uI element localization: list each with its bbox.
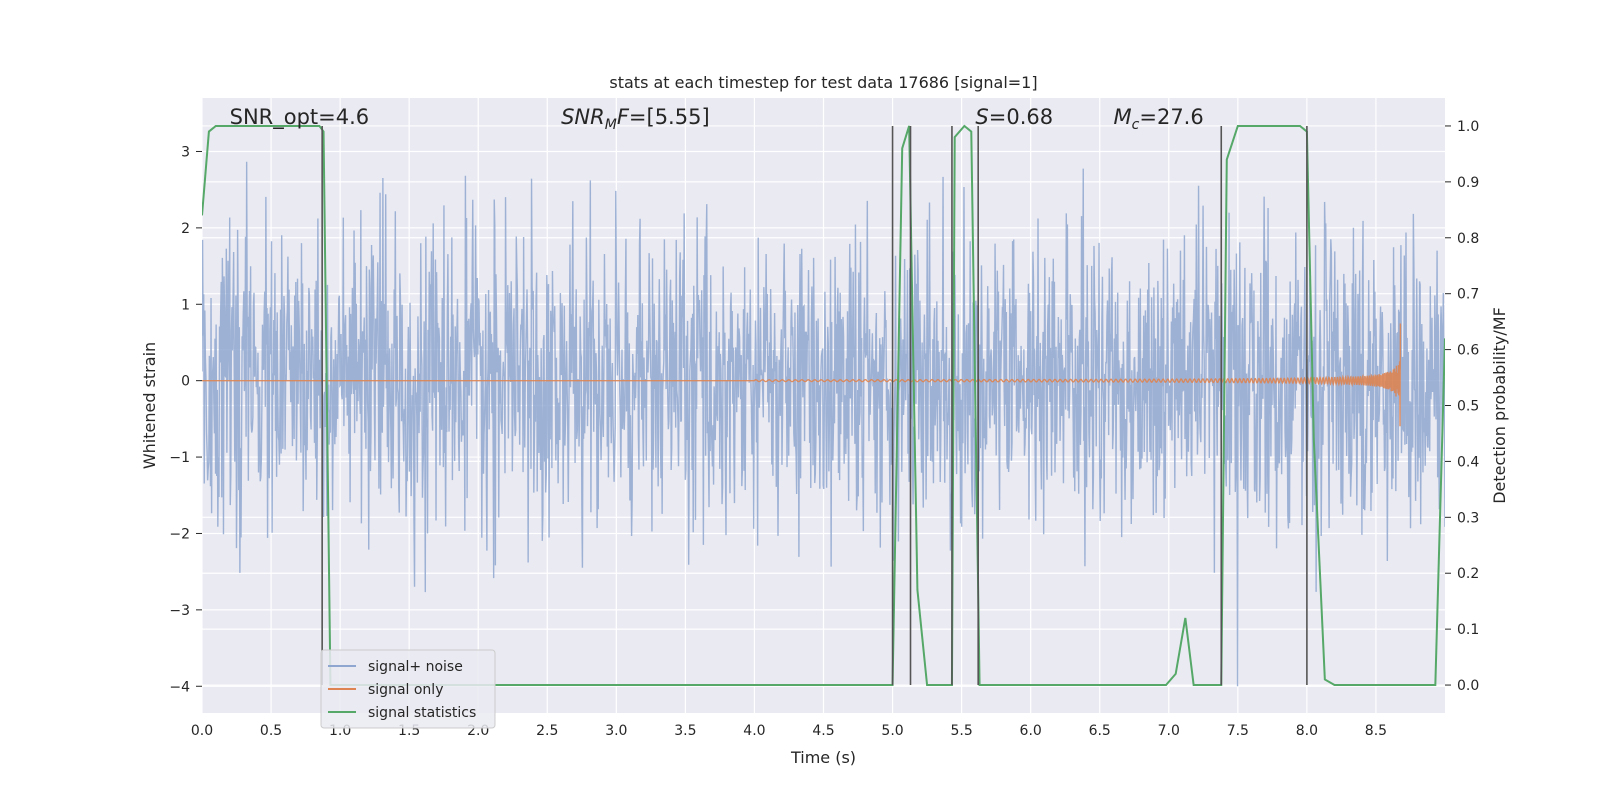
legend-entry-2: signal statistics [368, 705, 476, 721]
y-tick-label-right: 0.6 [1457, 343, 1479, 359]
y-axis-left-label: Whitened strain [140, 342, 159, 469]
y-tick-label-left: 1 [181, 297, 190, 313]
y-tick-label-right: 0.2 [1457, 566, 1479, 582]
y-tick-label-left: −2 [169, 526, 190, 542]
x-tick-label: 4.5 [812, 723, 834, 739]
y-tick-label-left: 3 [181, 144, 190, 160]
x-tick-label: 0.5 [260, 723, 282, 739]
y-axis-right-label: Detection probability/MF [1490, 307, 1509, 504]
y-tick-label-right: 0.8 [1457, 231, 1479, 247]
x-tick-label: 4.0 [743, 723, 765, 739]
legend-entry-0: signal+ noise [368, 659, 463, 675]
y-tick-label-right: 0.0 [1457, 678, 1479, 694]
x-tick-label: 3.5 [674, 723, 696, 739]
y-tick-label-right: 0.3 [1457, 510, 1479, 526]
y-tick-label-left: −1 [169, 450, 190, 466]
x-tick-label: 7.5 [1227, 723, 1249, 739]
y-tick-label-left: −4 [169, 679, 190, 695]
y-tick-label-right: 0.1 [1457, 622, 1479, 638]
legend: signal+ noise signal only signal statistic… [320, 649, 496, 729]
x-tick-label: 5.5 [950, 723, 972, 739]
annotation-2: S=0.68 [975, 105, 1053, 129]
series-signal-noise-line [202, 161, 1445, 687]
y-tick-label-right: 0.7 [1457, 287, 1479, 303]
axis-ticks: 0.0 0.5 1.0 1.5 2.0 2.5 3.0 3.5 4.0 4.5 5.0 5.5 6.0 6… [169, 119, 1479, 739]
y-tick-label-right: 0.9 [1457, 175, 1479, 191]
y-tick-label-left: 0 [181, 374, 190, 390]
x-axis-label: Time (s) [790, 748, 856, 767]
y-tick-label-left: 2 [181, 221, 190, 237]
x-tick-label: 0.0 [191, 723, 213, 739]
y-tick-label-right: 0.4 [1457, 454, 1479, 470]
y-tick-label-right: 0.5 [1457, 399, 1479, 415]
x-tick-label: 5.0 [881, 723, 903, 739]
x-tick-label: 3.0 [605, 723, 627, 739]
x-tick-label: 7.0 [1158, 723, 1180, 739]
x-tick-label: 6.5 [1089, 723, 1111, 739]
annotation-1: SNRMF=[5.55] [561, 105, 710, 133]
x-tick-label: 6.0 [1020, 723, 1042, 739]
annotation-0: SNR_opt=4.6 [230, 105, 370, 130]
annotations: SNR_opt=4.6 SNRMF=[5.55] S=0.68 Mc=27.6 [230, 105, 1204, 133]
series-signal-only-line [202, 323, 1402, 427]
x-tick-label: 8.0 [1296, 723, 1318, 739]
y-tick-label-right: 1.0 [1457, 119, 1479, 135]
legend-entry-1: signal only [368, 682, 443, 698]
legend-box [320, 649, 496, 729]
chart-title: stats at each timestep for test data 176… [609, 73, 1037, 92]
y-tick-label-left: −3 [169, 603, 190, 619]
x-tick-label: 8.5 [1365, 723, 1387, 739]
annotation-3: Mc=27.6 [1114, 105, 1204, 133]
x-tick-label: 2.5 [536, 723, 558, 739]
